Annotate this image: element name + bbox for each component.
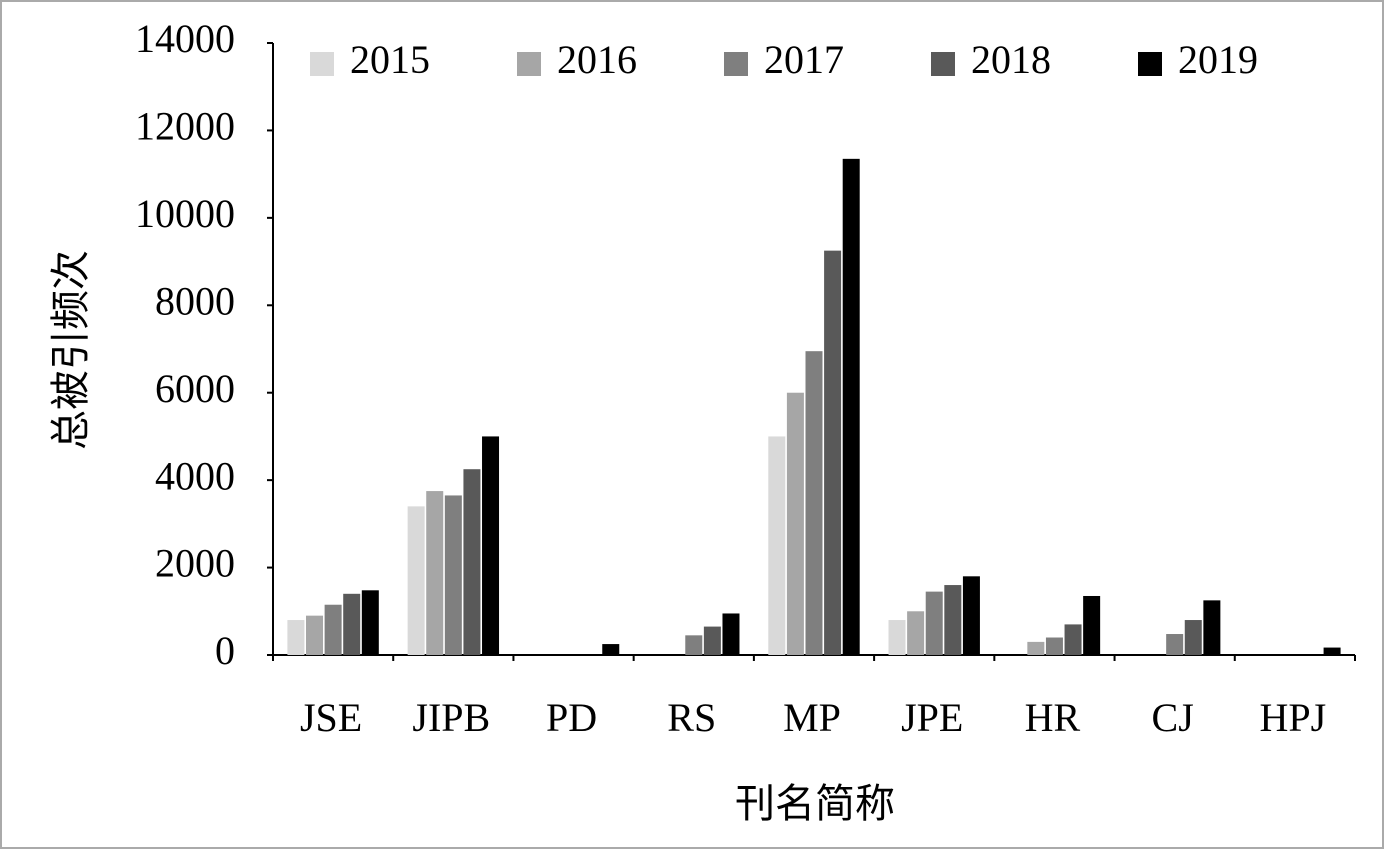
bar (1184, 620, 1202, 655)
bar (962, 576, 980, 655)
bar (888, 620, 906, 655)
y-tick-label: 2000 (155, 541, 235, 586)
x-tick-label: HR (1025, 695, 1081, 740)
x-tick-label: MP (783, 695, 841, 740)
y-tick-label: 0 (215, 628, 235, 673)
legend-label: 2019 (1178, 37, 1258, 82)
bar (722, 613, 740, 655)
bar (1045, 637, 1063, 655)
legend-swatch (310, 52, 334, 76)
x-tick-label: JPE (901, 695, 963, 740)
bar (1203, 600, 1221, 655)
x-tick-label: CJ (1152, 695, 1194, 740)
x-tick-label: PD (546, 695, 597, 740)
bar (1027, 641, 1045, 655)
legend-label: 2015 (350, 37, 430, 82)
bar (1166, 634, 1184, 655)
legend-swatch (931, 52, 955, 76)
bar (824, 250, 842, 655)
legend-swatch (1138, 52, 1162, 76)
bar (1064, 624, 1082, 655)
bar (1083, 595, 1101, 655)
bar (907, 611, 925, 655)
bar (925, 591, 943, 655)
bar (444, 495, 462, 655)
y-axis-title: 总被引频次 (48, 250, 93, 450)
bar (482, 436, 500, 655)
bar (685, 635, 703, 655)
x-tick-label: JIPB (412, 695, 490, 740)
y-tick-label: 6000 (155, 366, 235, 411)
bar (426, 491, 444, 655)
bar (287, 620, 305, 655)
bar (842, 158, 860, 656)
bar (324, 604, 342, 655)
bar (703, 626, 721, 655)
bar (361, 590, 379, 655)
x-tick-label: RS (667, 695, 716, 740)
y-tick-label: 4000 (155, 453, 235, 498)
legend-label: 2016 (557, 37, 637, 82)
bar (602, 644, 620, 655)
legend-label: 2017 (764, 37, 844, 82)
legend-label: 2018 (971, 37, 1051, 82)
bar (463, 469, 481, 655)
bar (805, 351, 823, 655)
legend-swatch (517, 52, 541, 76)
x-tick-label: HPJ (1260, 695, 1327, 740)
y-tick-label: 12000 (135, 104, 235, 149)
bar (944, 585, 962, 655)
bar (306, 615, 324, 655)
bar (343, 593, 361, 655)
x-tick-label: JSE (300, 695, 362, 740)
y-tick-label: 8000 (155, 278, 235, 323)
bar (407, 506, 425, 655)
bar (768, 436, 786, 655)
bar (1323, 647, 1341, 655)
legend-swatch (724, 52, 748, 76)
x-axis-title: 刊名简称 (735, 781, 895, 826)
y-tick-label: 10000 (135, 191, 235, 236)
bar (786, 392, 804, 655)
y-tick-label: 14000 (135, 16, 235, 61)
